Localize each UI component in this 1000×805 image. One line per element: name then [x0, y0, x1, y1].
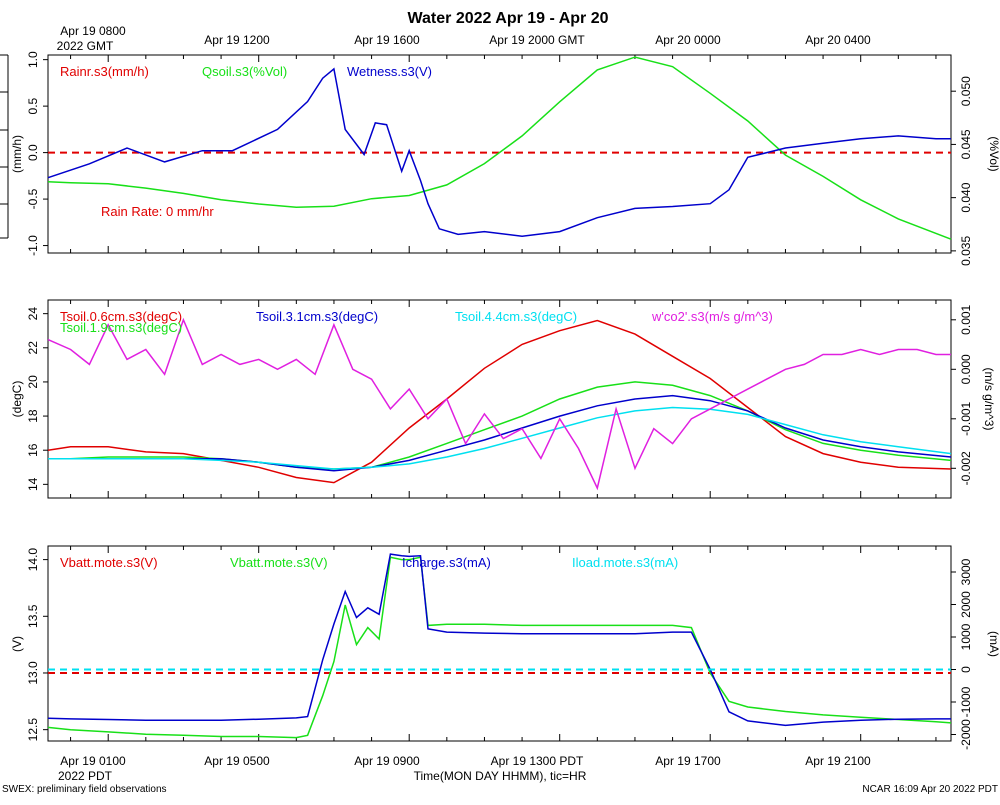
- right-tick-label: -0.001: [959, 401, 973, 435]
- panel-water-x-ticks: [70, 55, 937, 253]
- legend-wetness: Wetness.s3(V): [347, 64, 432, 79]
- legend-tsoil-3-1: Tsoil.3.1cm.s3(degC): [256, 309, 378, 324]
- left-tick-label: 20: [26, 375, 40, 389]
- panel-power-frame: [47, 545, 952, 742]
- left-tick-label: 13.5: [26, 604, 40, 628]
- cropped-left-frame: [0, 54, 9, 239]
- pdt-label-1: Apr 19 0500: [204, 754, 270, 768]
- bottom-pdt-axis: Apr 19 0100 2022 PDT Apr 19 0500 Apr 19 …: [58, 754, 871, 783]
- left-tick-label: 13.0: [26, 661, 40, 685]
- left-tick-label: 16: [26, 443, 40, 457]
- panel-water-left-ticks: -1.0 -0.5 0.0 0.5 1.0: [26, 51, 48, 256]
- left-tick-label: 1.0: [26, 51, 40, 68]
- panel-water-frame: [47, 54, 952, 254]
- panel-temperature-right-label: (m/s g/m^3): [982, 368, 996, 431]
- panel-temperature-right-ticks: -0.002 -0.001 0.000 0.001: [951, 304, 973, 485]
- right-tick-label: -1000: [959, 686, 973, 717]
- left-tick-label: 12.5: [26, 718, 40, 742]
- panel-temperature-series: [47, 317, 952, 491]
- panel-water-right-ticks: 0.035 0.040 0.045 0.050: [951, 76, 973, 266]
- right-tick-label: 0.035: [959, 236, 973, 266]
- rain-rate-annotation: Rain Rate: 0 mm/hr: [101, 204, 214, 219]
- pdt-label-0: Apr 19 0100: [60, 754, 126, 768]
- gmt-label-3: Apr 19 2000 GMT: [489, 33, 585, 47]
- left-tick-label: 18: [26, 409, 40, 423]
- legend-iload: Iload.mote.s3(mA): [572, 555, 678, 570]
- gmt-label-4: Apr 20 0000: [655, 33, 721, 47]
- left-tick-label: 0.5: [26, 97, 40, 114]
- panel-water: -1.0 -0.5 0.0 0.5 1.0 0.035 0.040 0.045 0.050 (…: [10, 51, 1000, 266]
- right-tick-label: 0.040: [959, 182, 973, 212]
- legend-vbatt-green: Vbatt.mote.s3(V): [230, 555, 328, 570]
- legend-rainr: Rainr.s3(mm/h): [60, 64, 149, 79]
- legend-tsoil-0-6: Tsoil.0.6cm.s3(degC): [60, 309, 182, 324]
- x-axis-label: Time(MON DAY HHMM), tic=HR: [414, 769, 587, 783]
- pdt-label-2: Apr 19 0900: [354, 754, 420, 768]
- panel-temperature-left-ticks: 14 16 18 20 22 24: [26, 307, 48, 491]
- panel-water-left-label: (mm/h): [10, 135, 24, 173]
- series-line-tsoil-0-6cm-s3-degc-: [47, 319, 952, 484]
- panel-power-right-ticks: -2000 -1000 0 1000 2000 3000: [951, 558, 973, 750]
- pdt-label-3: Apr 19 1300 PDT: [491, 754, 584, 768]
- panel-power-left-ticks: 12.5 13.0 13.5 14.0: [26, 548, 48, 742]
- gmt-label-0: Apr 19 0800: [60, 24, 126, 38]
- panel-power-series: [47, 553, 952, 739]
- legend-tsoil-1-9: Tsoil.1.9cm.s3(degC): [60, 320, 182, 335]
- legend-wco2: w'co2'.s3(m/s g/m^3): [651, 309, 773, 324]
- legend-qsoil: Qsoil.s3(%Vol): [202, 64, 287, 79]
- right-tick-label: 1000: [959, 623, 973, 650]
- right-tick-label: 0.000: [959, 354, 973, 384]
- right-tick-label: 0.045: [959, 129, 973, 159]
- panel-power-left-label: (V): [10, 636, 24, 652]
- right-tick-label: 3000: [959, 558, 973, 585]
- panel-water-series: [47, 56, 952, 240]
- series-line-w-co2-s3-m-s-g-m-3-: [47, 317, 951, 491]
- left-tick-label: -1.0: [26, 235, 40, 256]
- right-tick-label: 0.001: [959, 304, 973, 334]
- panel-power-right-label: (mA): [987, 631, 1000, 657]
- gmt-label-1: Apr 19 1200: [204, 33, 270, 47]
- legend-tsoil-4-4: Tsoil.4.4cm.s3(degC): [455, 309, 577, 324]
- gmt-label-2: Apr 19 1600: [354, 33, 420, 47]
- panel-water-right-label: (%Vol): [987, 136, 1000, 171]
- panel-temperature-x-ticks: [70, 300, 937, 498]
- panel-power-x-ticks: [70, 546, 937, 741]
- right-tick-label: 2000: [959, 591, 973, 618]
- left-tick-label: -0.5: [26, 188, 40, 209]
- footer-right: NCAR 16:09 Apr 20 2022 PDT: [862, 784, 998, 795]
- panel-power: 12.5 13.0 13.5 14.0 -2000 -1000 0 1000 2000 3000…: [10, 545, 1000, 750]
- left-tick-label: 0.0: [26, 144, 40, 161]
- panel-temperature-left-label: (degC): [10, 381, 24, 418]
- series-line-tsoil-4-4cm-s3-degc-: [48, 406, 952, 470]
- gmt-label-5: Apr 20 0400: [805, 33, 871, 47]
- left-tick-label: 14.0: [26, 548, 40, 572]
- series-line-tsoil-1-9cm-s3-degc-: [48, 381, 952, 470]
- chart-title: Water 2022 Apr 19 - Apr 20: [408, 10, 609, 27]
- right-tick-label: 0: [959, 666, 973, 673]
- right-tick-label: -2000: [959, 719, 973, 750]
- legend-vbatt-red: Vbatt.mote.s3(V): [60, 555, 158, 570]
- footer-left: SWEX: preliminary field observations: [2, 784, 167, 795]
- left-tick-label: 14: [26, 477, 40, 491]
- panel-temperature-frame: [47, 299, 952, 499]
- pdt-label-4: Apr 19 1700: [655, 754, 721, 768]
- right-tick-label: -0.002: [959, 451, 973, 485]
- series-line-qsoil-s3-vol-: [47, 56, 952, 240]
- panel-temperature: 14 16 18 20 22 24 -0.002 -0.001 0.000 0.001 (deg…: [10, 299, 996, 499]
- left-tick-label: 24: [26, 307, 40, 321]
- left-tick-label: 22: [26, 341, 40, 355]
- pdt-sublabel: 2022 PDT: [58, 769, 113, 783]
- legend-icharge: Icharge.s3(mA): [402, 555, 491, 570]
- gmt-sublabel: 2022 GMT: [57, 39, 114, 53]
- series-line-wetness-s3-v-: [47, 67, 951, 238]
- series-line-icharge-s3-ma-: [47, 553, 951, 727]
- right-tick-label: 0.050: [959, 76, 973, 106]
- top-gmt-axis: Apr 19 0800 2022 GMT Apr 19 1200 Apr 19 …: [57, 24, 871, 53]
- series-line-vbatt-mote-s3-v-: [47, 556, 952, 739]
- pdt-label-5: Apr 19 2100: [805, 754, 871, 768]
